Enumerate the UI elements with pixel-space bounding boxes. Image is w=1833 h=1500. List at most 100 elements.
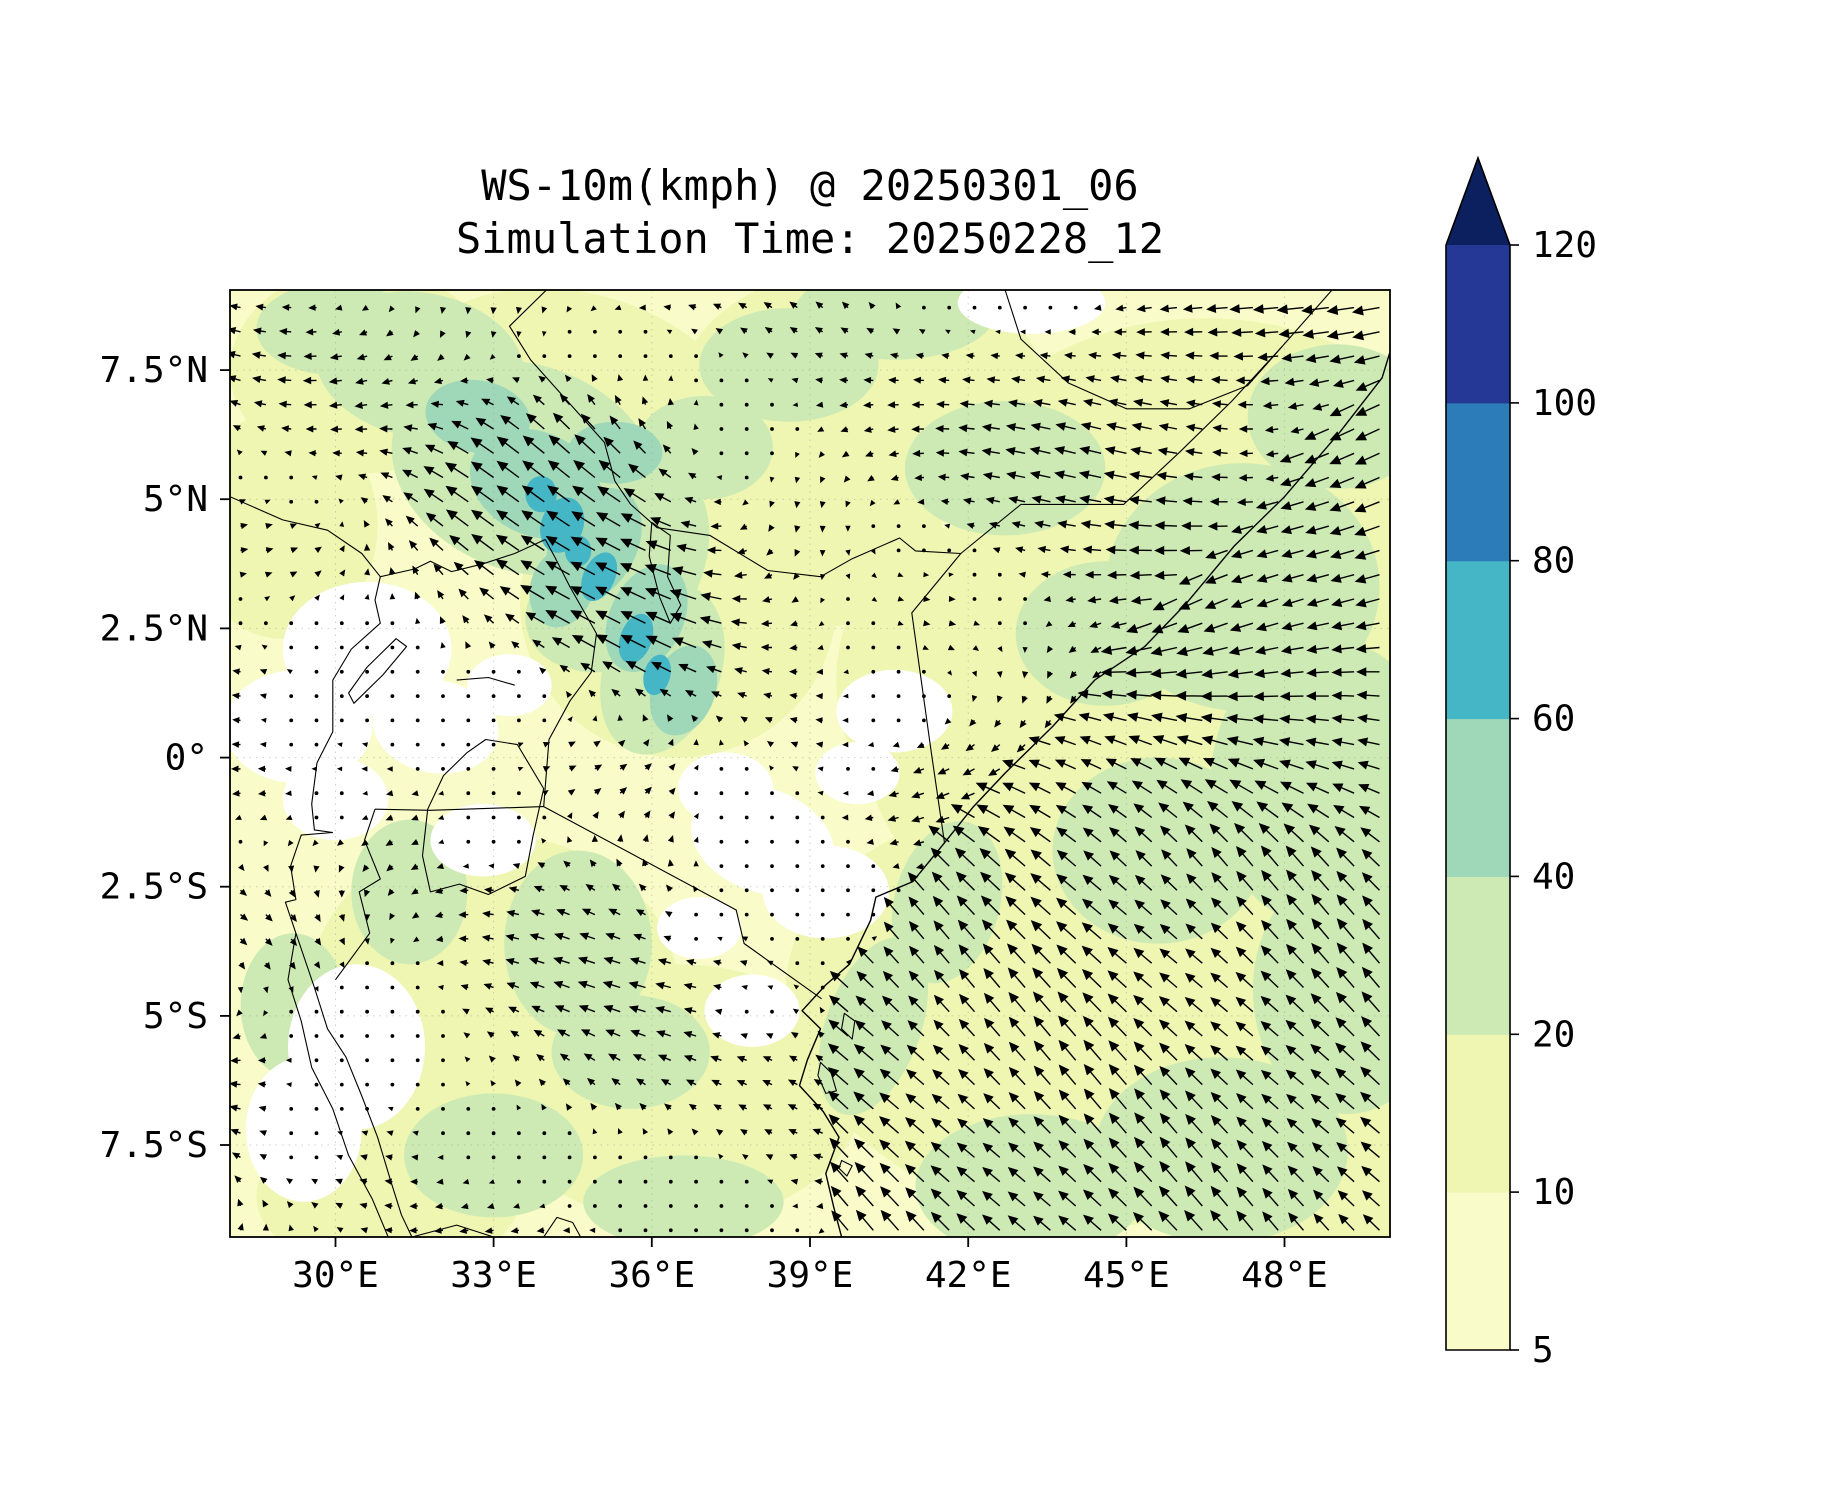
wind-calm-dot [415, 1082, 420, 1087]
wind-arrow [863, 376, 874, 384]
wind-arrow [842, 693, 849, 699]
wind-arrow [308, 449, 317, 457]
wind-calm-dot [542, 1131, 547, 1136]
wind-arrow [1285, 969, 1305, 988]
wind-arrow [792, 766, 799, 772]
wind-arrow [290, 547, 299, 554]
wind-calm-dot [314, 718, 319, 723]
wind-calm-dot [871, 888, 876, 893]
wind-arrow [511, 641, 520, 649]
wind-arrow [763, 692, 773, 699]
wind-arrow [411, 838, 419, 845]
wind-arrow [882, 970, 900, 988]
wind-arrow [845, 959, 852, 966]
wind-arrow [1210, 1161, 1229, 1183]
wind-calm-dot [517, 791, 521, 796]
wind-arrow [547, 485, 571, 503]
wind-arrow [1306, 644, 1329, 654]
wind-arrow [1333, 804, 1355, 819]
wind-arrow [1210, 375, 1228, 384]
wind-arrow [1207, 327, 1228, 337]
wind-calm-dot [415, 718, 420, 723]
wind-arrow [252, 375, 267, 384]
wind-arrow [1212, 424, 1228, 433]
wind-arrow [339, 594, 345, 601]
wind-arrow [496, 509, 520, 527]
wind-arrow [257, 1081, 266, 1088]
wind-arrow [386, 864, 394, 872]
wind-arrow [411, 790, 419, 797]
wind-arrow [382, 495, 393, 503]
wind-arrow [666, 420, 674, 430]
wind-arrow [1158, 1019, 1178, 1037]
wind-arrow [908, 896, 925, 916]
y-tick-label: 5°N [143, 479, 208, 520]
wind-arrow [1185, 375, 1203, 384]
wind-arrow [339, 961, 345, 969]
wind-calm-dot [1073, 305, 1078, 310]
wind-arrow [1236, 870, 1254, 891]
wind-calm-dot [390, 718, 395, 723]
wind-calm-dot [314, 1107, 319, 1111]
wind-calm-dot [441, 1107, 445, 1111]
wind-arrow [1133, 398, 1152, 407]
wind-calm-dot [517, 669, 521, 674]
wind-arrow [1185, 923, 1203, 940]
wind-arrow [1302, 329, 1329, 339]
wind-arrow [1178, 757, 1203, 770]
wind-arrow [908, 945, 925, 964]
wind-arrow [643, 810, 651, 819]
wind-arrow [1182, 304, 1203, 313]
wind-arrow [935, 791, 950, 800]
wind-arrow [879, 1139, 900, 1158]
wind-calm-dot [567, 329, 572, 334]
wind-arrow [1238, 473, 1253, 482]
fill-level-under-5 [230, 290, 1106, 1202]
wind-calm-dot [466, 1131, 471, 1136]
wind-arrow [683, 982, 697, 990]
wind-arrow [1185, 1161, 1203, 1183]
wind-arrow [386, 329, 394, 337]
wind-arrow [881, 995, 900, 1013]
wind-arrow [1227, 668, 1253, 679]
wind-arrow [1105, 545, 1127, 555]
wind-arrow [683, 1055, 697, 1062]
wind-arrow [1305, 714, 1329, 724]
wind-arrow [363, 543, 371, 551]
wind-arrow [1308, 378, 1329, 387]
wind-arrow [577, 956, 596, 965]
wind-arrow [982, 943, 1001, 964]
wind-calm-dot [694, 1179, 698, 1184]
wind-arrow [516, 331, 522, 338]
wind-arrow [828, 1114, 849, 1134]
wind-arrow [1355, 428, 1380, 441]
wind-arrow [941, 352, 950, 360]
wind-arrow [474, 559, 495, 576]
wind-arrow [411, 911, 420, 919]
wind-arrow [845, 549, 851, 556]
wind-arrow [328, 377, 342, 385]
wind-arrow [357, 473, 368, 481]
wind-arrow [1253, 691, 1279, 702]
wind-arrow [1209, 497, 1228, 506]
wind-arrow [812, 1103, 824, 1111]
wind-arrow [1007, 967, 1026, 988]
wind-arrow [1285, 1044, 1304, 1061]
wind-arrow [905, 1210, 925, 1231]
wind-arrow [571, 511, 596, 527]
wind-arrow [1279, 691, 1304, 701]
lake-outline [348, 638, 408, 704]
wind-arrow [508, 1006, 520, 1014]
wind-arrow [923, 620, 931, 627]
wind-arrow [1029, 446, 1051, 456]
wind-arrow [1286, 1093, 1304, 1110]
wind-calm-dot [1023, 305, 1027, 310]
wind-arrow [711, 1079, 722, 1087]
wind-calm-dot [846, 645, 850, 650]
wind-calm-dot [415, 1034, 420, 1038]
wind-arrow [520, 584, 545, 600]
wind-calm-dot [846, 767, 850, 771]
wind-arrow [1226, 713, 1253, 724]
wind-arrow [1308, 824, 1330, 843]
wind-arrow [311, 475, 318, 480]
